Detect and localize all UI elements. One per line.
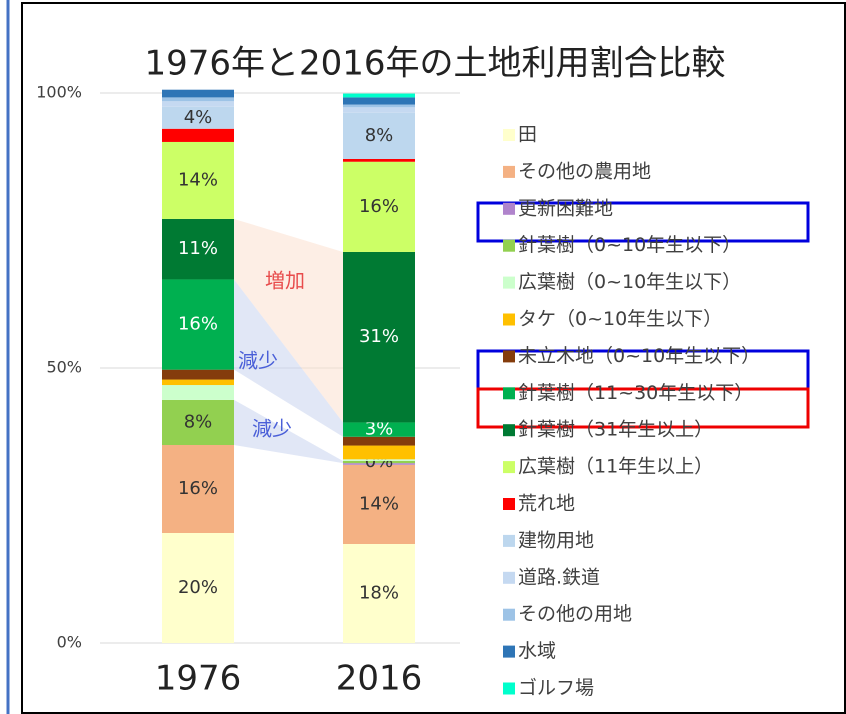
y-tick-label: 100% xyxy=(36,83,82,102)
legend-label: 広葉樹（11年生以上） xyxy=(518,456,713,478)
data-label: 31% xyxy=(359,326,399,347)
legend-label: 建物用地 xyxy=(518,529,594,551)
bar-segment xyxy=(343,107,415,113)
data-label: 16% xyxy=(178,478,218,499)
data-label: 14% xyxy=(178,169,218,190)
legend-swatch xyxy=(503,498,515,510)
legend-swatch xyxy=(503,461,515,474)
annotation: 減少 xyxy=(252,417,292,441)
bar-segment xyxy=(343,251,415,423)
legend-swatch xyxy=(503,571,515,584)
legend-swatch xyxy=(503,350,515,363)
y-tick-label: 50% xyxy=(46,358,82,377)
data-label: 20% xyxy=(178,577,218,598)
data-label: 16% xyxy=(178,314,218,335)
bar-segment xyxy=(343,463,415,465)
annotation: 増加 xyxy=(265,269,305,293)
connector xyxy=(234,279,343,437)
bar-segment xyxy=(343,112,415,159)
data-label: 3% xyxy=(365,419,394,440)
bar-segment xyxy=(162,385,234,400)
data-label: 14% xyxy=(359,493,399,514)
bar-segment xyxy=(162,141,234,219)
legend-label: 針葉樹（11~30年生以下） xyxy=(518,382,753,404)
bar-segment xyxy=(162,97,234,102)
data-label: 11% xyxy=(178,238,218,259)
bar-segment xyxy=(162,379,234,386)
bar-segment xyxy=(343,422,415,437)
connector xyxy=(234,218,343,423)
legend-label: 針葉樹（0~10年生以下） xyxy=(518,234,741,256)
x-tick-label: 2016 xyxy=(336,659,423,699)
legend-label: 未立木地（0~10年生以下） xyxy=(518,345,760,367)
legend-label: 荒れ地 xyxy=(518,493,575,515)
bar-segment xyxy=(343,459,415,461)
legend-label: その他の用地 xyxy=(518,603,632,625)
frame xyxy=(21,2,846,714)
y-tick-label: 0% xyxy=(57,633,82,652)
legend-swatch xyxy=(503,202,515,215)
bar-segment xyxy=(343,161,415,252)
bar-segment xyxy=(343,436,415,446)
data-label: 18% xyxy=(359,583,399,604)
legend-label: 針葉樹（31年生以上） xyxy=(518,419,713,441)
bar-segment xyxy=(343,445,415,460)
bar-segment xyxy=(162,128,234,142)
legend-label: その他の農用地 xyxy=(518,160,651,182)
legend-swatch xyxy=(503,424,515,437)
bar-segment xyxy=(162,106,234,129)
legend-swatch xyxy=(503,276,515,289)
bar-segment xyxy=(162,89,234,98)
data-label: 8% xyxy=(184,411,213,432)
bar-segment xyxy=(162,533,234,643)
legend-label: 水域 xyxy=(518,640,556,662)
legend-swatch xyxy=(503,645,515,658)
bar-segment xyxy=(162,101,234,107)
legend-label: 広葉樹（0~10年生以下） xyxy=(518,271,741,293)
legend-swatch xyxy=(503,682,515,695)
bar-segment xyxy=(343,159,415,162)
bar-segment xyxy=(162,218,234,280)
highlight-box xyxy=(476,387,810,429)
chart-title: 1976年と2016年の土地利用割合比較 xyxy=(144,44,725,84)
bar-segment xyxy=(343,104,415,108)
bar-segment xyxy=(162,399,234,445)
legend-label: タケ（0~10年生以下） xyxy=(518,308,722,330)
connector xyxy=(234,399,343,464)
bar-segment xyxy=(343,544,415,643)
highlight-box xyxy=(476,201,810,243)
x-tick-label: 1976 xyxy=(155,659,242,699)
bar-segment xyxy=(343,93,415,98)
bar-segment xyxy=(343,460,415,464)
bar-segment xyxy=(162,279,234,370)
shapes xyxy=(100,92,460,644)
legend-swatch xyxy=(503,129,515,141)
data-label: 16% xyxy=(359,196,399,217)
legend-label: ゴルフ場 xyxy=(518,677,594,699)
bar-segment xyxy=(343,464,415,544)
legend-swatch xyxy=(503,313,515,326)
legend-swatch xyxy=(503,534,515,547)
legend-label: 田 xyxy=(518,124,537,146)
legend-swatch xyxy=(503,165,515,178)
legend-swatch xyxy=(503,387,515,400)
legend-swatch xyxy=(503,239,515,252)
legend-label: 更新困難地 xyxy=(518,197,613,219)
bar-segment xyxy=(162,445,234,533)
data-label: 4% xyxy=(184,107,213,128)
data-label: 8% xyxy=(365,125,394,146)
bar-segment xyxy=(343,97,415,105)
annotation: 減少 xyxy=(238,349,278,373)
legend-swatch xyxy=(503,608,515,621)
legend-label: 道路.鉄道 xyxy=(518,566,600,588)
bar-segment xyxy=(162,369,234,380)
